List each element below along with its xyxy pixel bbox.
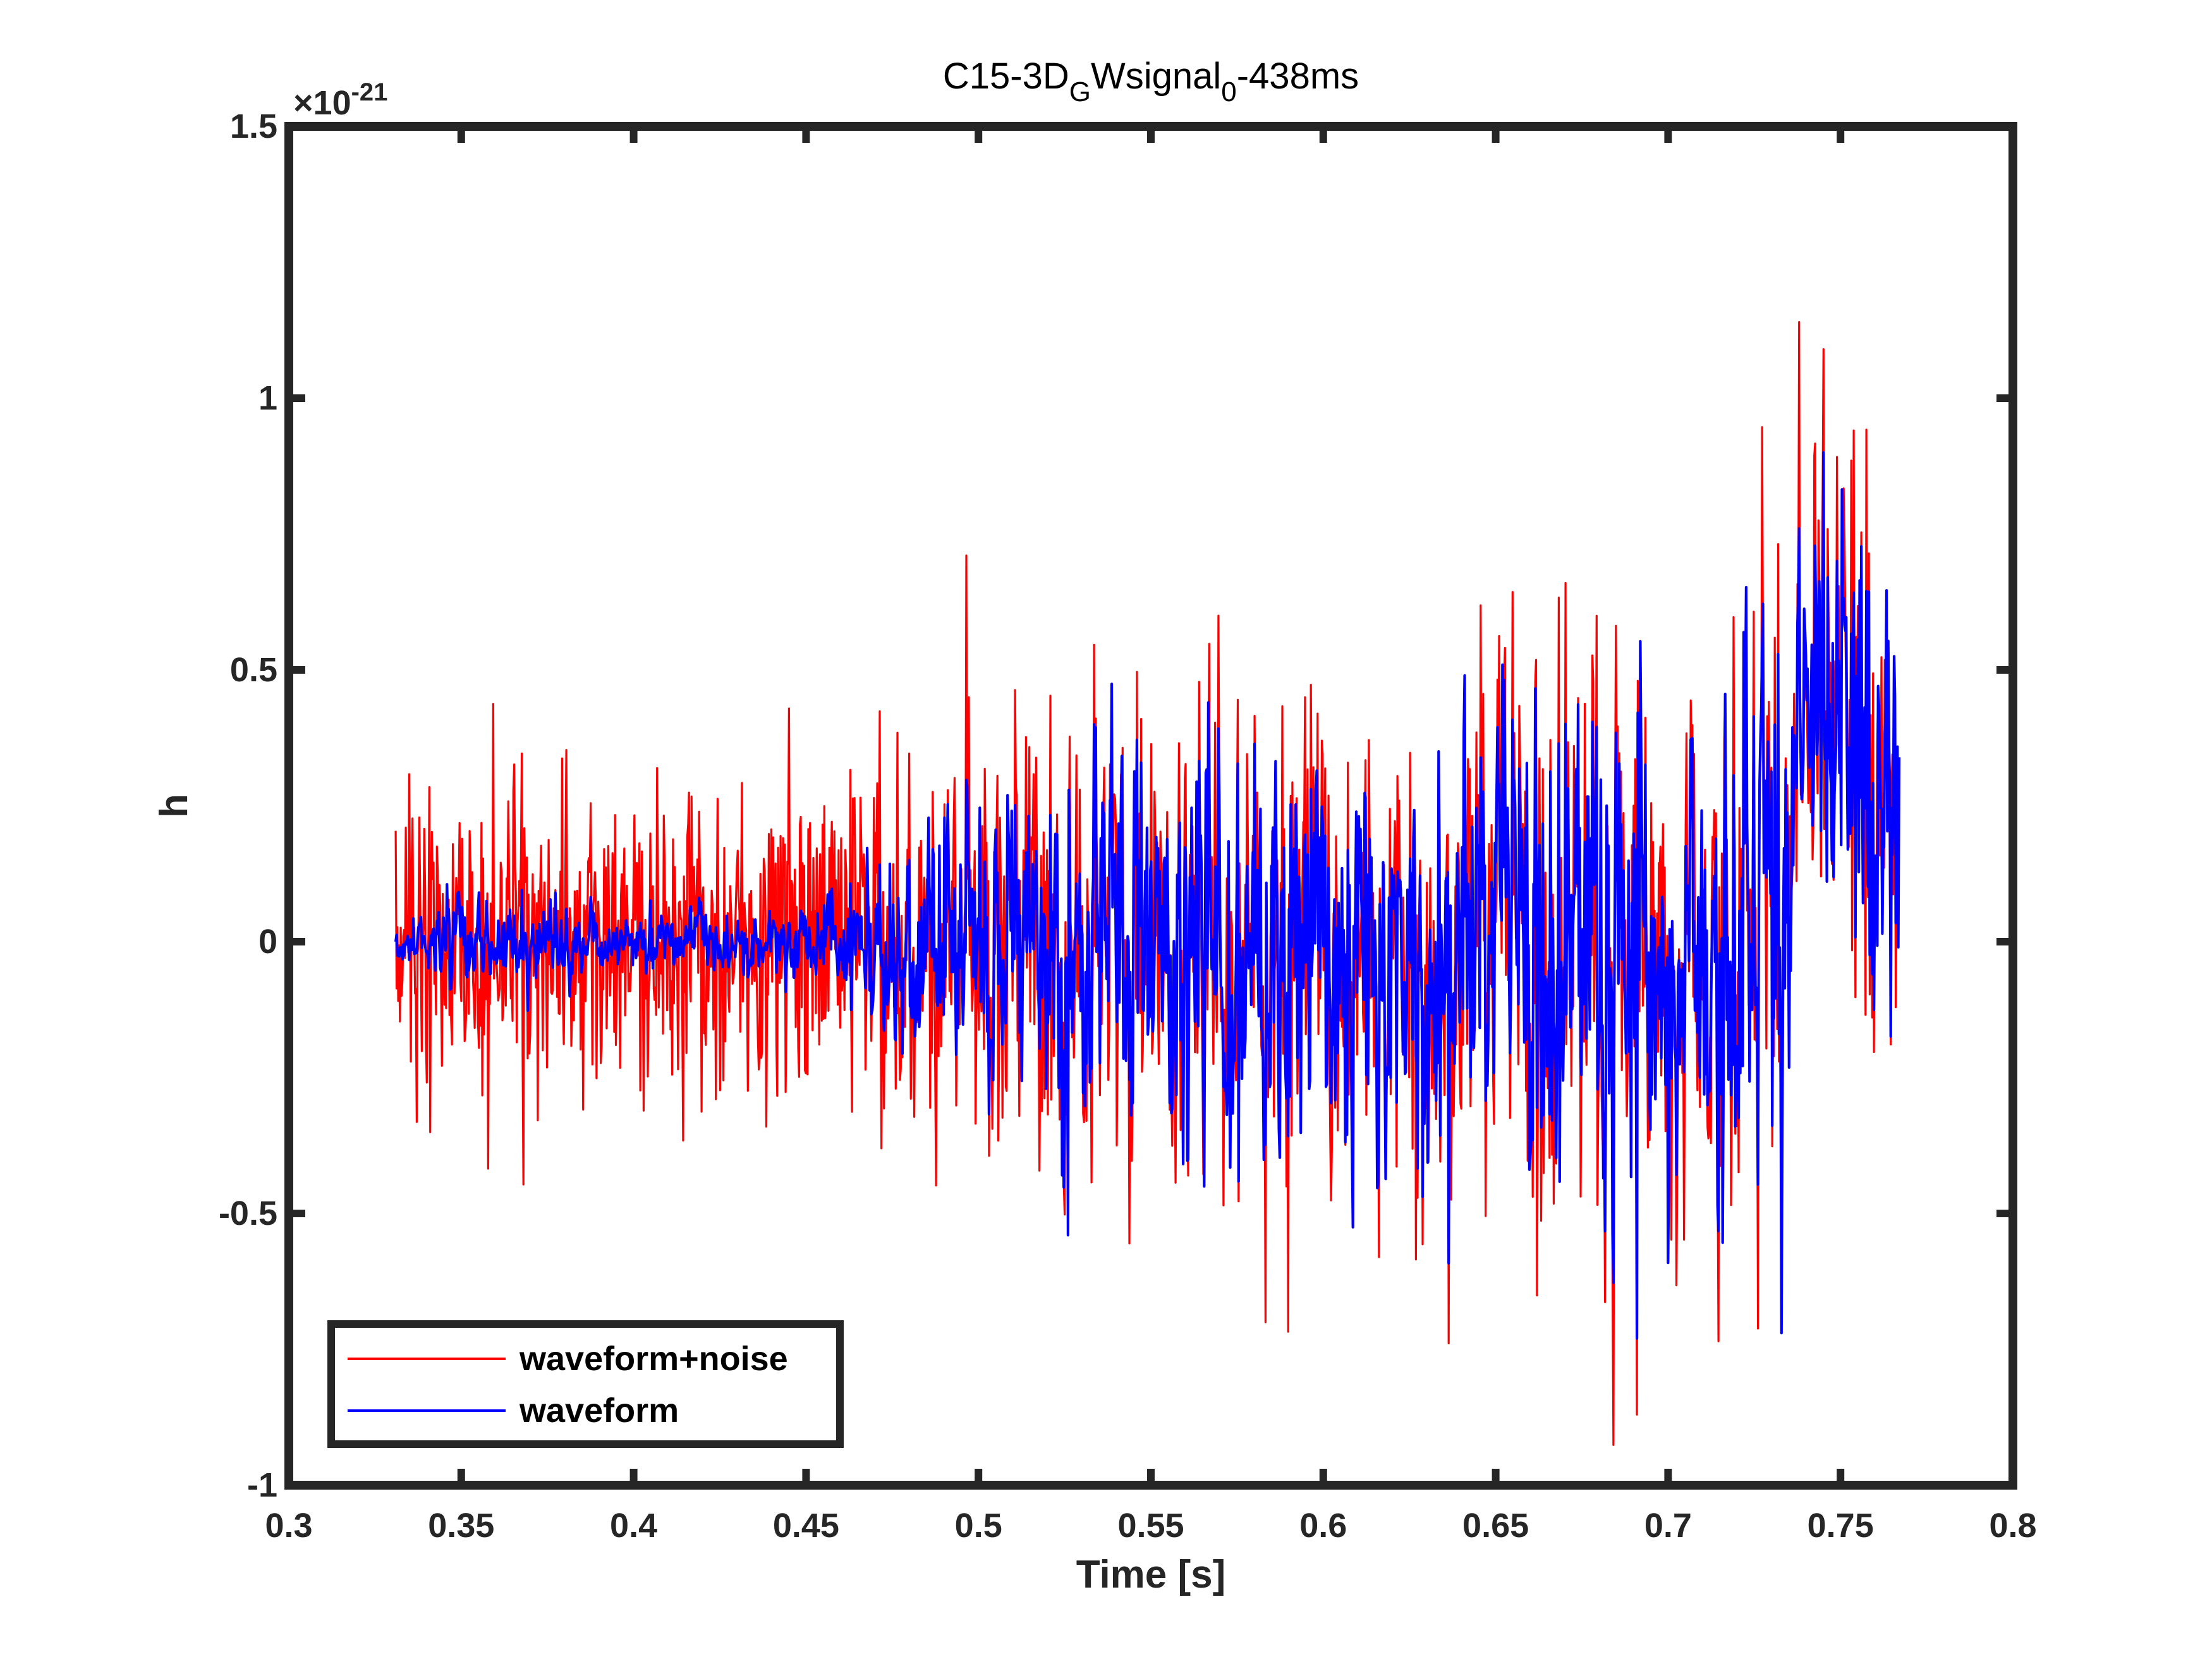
x-tick-label: 0.7 <box>1644 1507 1692 1545</box>
x-tick-label: 0.5 <box>955 1507 1002 1545</box>
y-tick-label: -0.5 <box>219 1194 277 1232</box>
y-tick-label: 1.5 <box>230 107 277 145</box>
x-tick-label: 0.8 <box>1989 1507 2036 1545</box>
legend-label-waveform-noise: waveform+noise <box>519 1340 788 1378</box>
x-tick-label: 0.75 <box>1808 1507 1874 1545</box>
y-tick-label: -1 <box>247 1466 277 1504</box>
x-axis-label: Time [s] <box>1076 1553 1226 1596</box>
x-tick-label: 0.6 <box>1299 1507 1347 1545</box>
chart-title: C15-3DGWsignal0-438ms <box>943 56 1359 107</box>
y-axis-label: h <box>152 794 196 818</box>
x-tick-label: 0.45 <box>773 1507 839 1545</box>
series-layer <box>394 321 1901 1446</box>
axes-box <box>284 122 2017 1490</box>
legend-label-waveform: waveform <box>519 1392 679 1430</box>
series-line-waveform <box>394 451 1901 1340</box>
x-tick-label: 0.65 <box>1462 1507 1529 1545</box>
x-tick-label: 0.3 <box>265 1507 312 1545</box>
legend-box <box>327 1320 844 1448</box>
y-tick-label: 0 <box>258 923 277 961</box>
legend: waveform+noise waveform <box>327 1320 844 1448</box>
ticks-layer: 0.3 0.35 0.4 0.45 0.5 0.55 0.6 0.65 0.7 0.75 0.8 -1… <box>219 107 2037 1545</box>
y-tick-label: 1 <box>258 379 277 417</box>
y-tick-label: 0.5 <box>230 651 277 689</box>
x-tick-label: 0.55 <box>1117 1507 1184 1545</box>
x-tick-label: 0.4 <box>610 1507 657 1545</box>
y-exponent: ×10-21 <box>293 78 387 122</box>
x-tick-label: 0.35 <box>428 1507 494 1545</box>
